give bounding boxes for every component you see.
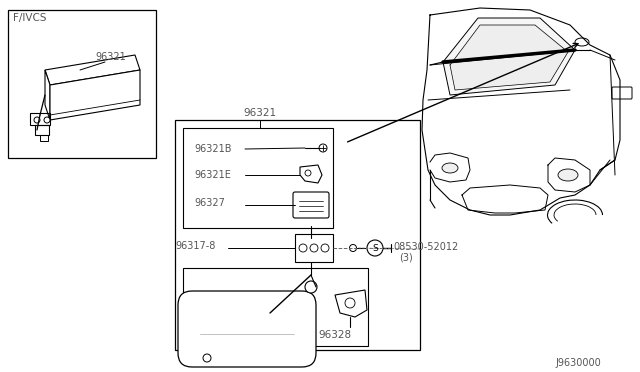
Polygon shape <box>422 8 620 215</box>
Circle shape <box>319 144 327 152</box>
Polygon shape <box>50 70 140 120</box>
Polygon shape <box>300 165 322 183</box>
Ellipse shape <box>442 163 458 173</box>
Text: 96328: 96328 <box>319 330 351 340</box>
Polygon shape <box>443 18 575 95</box>
Bar <box>295 234 333 262</box>
Text: 96321: 96321 <box>243 108 276 118</box>
Text: 08530-52012: 08530-52012 <box>393 242 458 252</box>
Circle shape <box>203 354 211 362</box>
Polygon shape <box>548 158 590 192</box>
Circle shape <box>367 240 383 256</box>
Ellipse shape <box>558 169 578 181</box>
Bar <box>183 268 368 346</box>
Circle shape <box>349 244 356 251</box>
Text: 96321B: 96321B <box>194 144 232 154</box>
Polygon shape <box>45 55 140 85</box>
Text: S: S <box>372 244 378 253</box>
Circle shape <box>305 170 311 176</box>
Circle shape <box>305 281 317 293</box>
Polygon shape <box>335 290 367 317</box>
Circle shape <box>34 117 40 123</box>
Text: J9630000: J9630000 <box>555 358 601 368</box>
Bar <box>175 120 420 350</box>
Text: 96321: 96321 <box>95 52 125 62</box>
Bar <box>30 113 50 125</box>
Text: F/IVCS: F/IVCS <box>13 13 47 23</box>
Circle shape <box>299 244 307 252</box>
FancyBboxPatch shape <box>612 87 632 99</box>
Text: (3): (3) <box>399 253 413 263</box>
Bar <box>40 135 48 141</box>
Circle shape <box>310 244 318 252</box>
Text: 96321E: 96321E <box>194 170 231 180</box>
FancyBboxPatch shape <box>178 291 316 367</box>
Ellipse shape <box>575 38 589 46</box>
Bar <box>8 10 156 158</box>
Polygon shape <box>45 70 50 120</box>
Bar <box>183 128 333 228</box>
Text: 96327: 96327 <box>194 198 225 208</box>
Text: 96317-8: 96317-8 <box>175 241 216 251</box>
Circle shape <box>321 244 329 252</box>
FancyBboxPatch shape <box>293 192 329 218</box>
Polygon shape <box>450 25 568 90</box>
Bar <box>35 125 49 135</box>
Circle shape <box>345 298 355 308</box>
Circle shape <box>44 117 50 123</box>
Polygon shape <box>430 153 470 182</box>
